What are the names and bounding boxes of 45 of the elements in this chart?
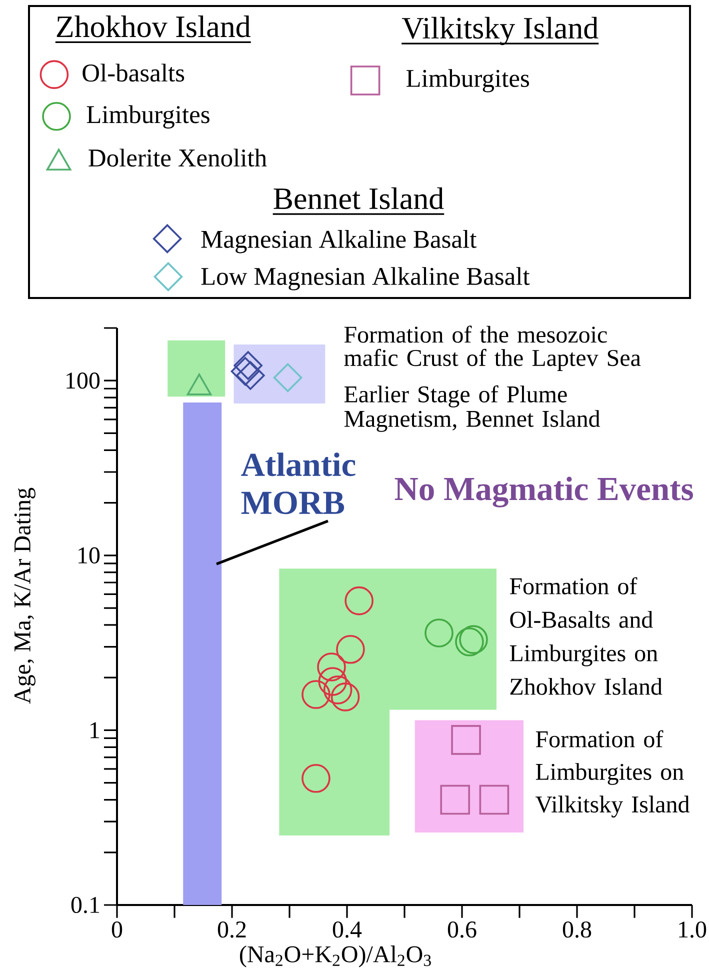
point (479, 784, 510, 815)
y-tick-label: 100 (66, 372, 100, 389)
x-tick-label: 0 (112, 921, 122, 938)
legend-label: Magnesian Alkaline Basalt (201, 230, 477, 254)
point (336, 634, 365, 664)
point (455, 628, 484, 656)
text: Zhokhov Island (56, 15, 250, 38)
y-tick-label: 0.1 (71, 896, 100, 914)
annotation: No Magmatic Events (394, 476, 693, 508)
x-tick-label: 0.6 (448, 921, 476, 938)
y-tick-label: 10 (78, 547, 100, 564)
text: Vilkitsky Island (402, 16, 598, 46)
point (234, 351, 263, 380)
legend-label: Low Magnesian Alkaline Basalt (201, 267, 530, 290)
legend-label: Limburgites (86, 105, 210, 128)
point (451, 725, 481, 755)
x-tick-label: 0.4 (332, 921, 362, 938)
y-axis-title: Age, Ma, K/Ar Dating (14, 488, 36, 704)
point (459, 625, 488, 654)
point (344, 586, 374, 616)
point (302, 680, 330, 709)
y-tick-label: 1 (90, 722, 100, 738)
x-axis-title: (Na$_{2}$O+K$_{2}$O)/Al$_{2}$O$_{3}$ (240, 946, 431, 968)
point (440, 784, 470, 815)
point (323, 676, 352, 704)
point (302, 764, 330, 793)
x-tick-label: 0.2 (218, 921, 246, 938)
text: Bennet Island (274, 187, 444, 210)
point (273, 363, 302, 392)
point (424, 618, 454, 648)
legend-label: Dolerite Xenolith (88, 148, 267, 167)
point (330, 682, 360, 712)
x-tick-label: 1.0 (679, 921, 706, 938)
point (318, 667, 348, 696)
legend-label: Ol-basalts (82, 64, 184, 82)
point (317, 652, 346, 682)
point (230, 356, 260, 386)
annotation: Formation of the mesozoic mafic Crust of the Laptev Sea (344, 326, 641, 371)
annotation: Earlier Stage of Plume Magnetism, Bennet Island (344, 385, 600, 432)
annotation: Atlantic MORB (241, 452, 356, 514)
annotation: Formation of Ol-Basalts and Limburgites on Zhokhov Island (510, 577, 662, 695)
legend-label: Limburgites (406, 69, 529, 92)
point (236, 361, 265, 390)
x-tick-label: 0.8 (562, 921, 592, 938)
annotation: Formation of Limburgites on Vilkitsky Island (535, 730, 690, 818)
